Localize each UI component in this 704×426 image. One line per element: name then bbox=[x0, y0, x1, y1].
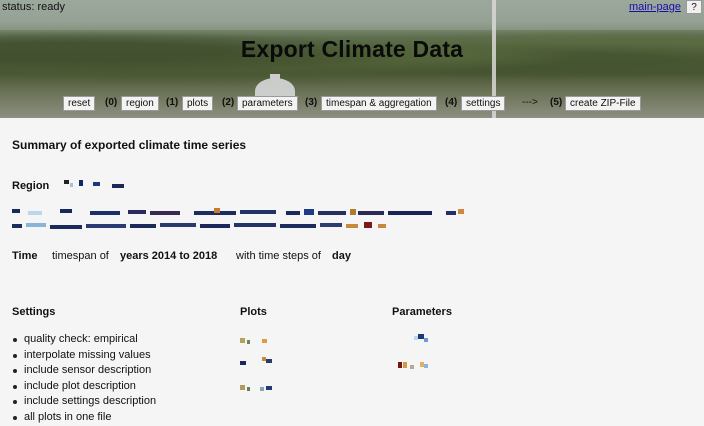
step-1-number: (1) bbox=[166, 97, 179, 108]
region-label: Region bbox=[12, 180, 50, 192]
list-item: interpolate missing values bbox=[12, 348, 156, 364]
header-trees bbox=[0, 28, 704, 88]
step-0-number: (0) bbox=[105, 97, 118, 108]
arrow-indicator: ---> bbox=[522, 97, 538, 108]
settings-heading: Settings bbox=[12, 306, 56, 318]
step-3-number: (3) bbox=[305, 97, 318, 108]
time-steps-value: day bbox=[332, 250, 351, 262]
header-sky bbox=[0, 0, 704, 30]
timespan-prefix: timespan of bbox=[52, 250, 109, 262]
parameters-heading: Parameters bbox=[392, 306, 452, 318]
create-zip-button[interactable]: create ZIP-File bbox=[565, 96, 641, 111]
header-banner: status: ready main-page ? Export Climate… bbox=[0, 0, 704, 118]
sensor-top bbox=[270, 74, 280, 80]
time-label: Time bbox=[12, 250, 38, 262]
step-4-number: (4) bbox=[445, 97, 458, 108]
main-page-link[interactable]: main-page bbox=[629, 1, 681, 13]
list-item: include settings description bbox=[12, 394, 156, 410]
plots-heading: Plots bbox=[240, 306, 267, 318]
step-region-button[interactable]: region bbox=[121, 96, 159, 111]
page-title: Export Climate Data bbox=[240, 36, 464, 62]
step-plots-button[interactable]: plots bbox=[182, 96, 214, 111]
time-steps-prefix: with time steps of bbox=[236, 250, 321, 262]
step-5-number: (5) bbox=[550, 97, 563, 108]
step-timespan-button[interactable]: timespan & aggregation bbox=[321, 96, 437, 111]
status-text: status: ready bbox=[2, 1, 65, 13]
step-parameters-button[interactable]: parameters bbox=[237, 96, 298, 111]
step-2-number: (2) bbox=[222, 97, 235, 108]
list-item: all plots in one file bbox=[12, 410, 156, 426]
summary-panel: Summary of exported climate time series … bbox=[0, 118, 704, 425]
help-button[interactable]: ? bbox=[686, 0, 702, 14]
list-item: include plot description bbox=[12, 379, 156, 395]
list-item: include sensor description bbox=[12, 363, 156, 379]
step-settings-button[interactable]: settings bbox=[461, 96, 506, 111]
reset-button[interactable]: reset bbox=[63, 96, 96, 111]
list-item: quality check: empirical bbox=[12, 332, 156, 348]
weather-mast bbox=[492, 0, 496, 118]
settings-list: quality check: empirical interpolate mis… bbox=[12, 332, 156, 426]
timespan-value: years 2014 to 2018 bbox=[120, 250, 218, 262]
summary-title: Summary of exported climate time series bbox=[12, 138, 247, 152]
step-navigation: reset (0) region (1) plots (2) parameter… bbox=[0, 96, 704, 112]
